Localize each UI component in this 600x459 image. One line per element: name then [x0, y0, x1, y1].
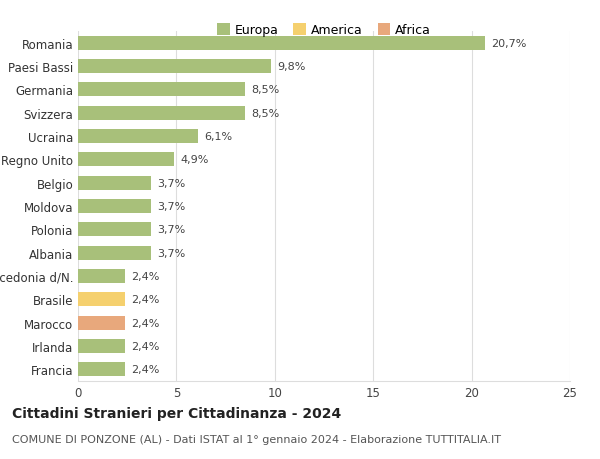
Bar	[78, 106, 245, 121]
Text: 2,4%: 2,4%	[131, 271, 160, 281]
Text: Cittadini Stranieri per Cittadinanza - 2024: Cittadini Stranieri per Cittadinanza - 2…	[12, 406, 341, 420]
Text: 2,4%: 2,4%	[131, 341, 160, 351]
Bar	[78, 362, 125, 376]
Bar	[78, 153, 175, 167]
Text: 3,7%: 3,7%	[157, 178, 185, 188]
Legend: Europa, America, Africa: Europa, America, Africa	[212, 19, 436, 42]
Text: 8,5%: 8,5%	[251, 85, 280, 95]
Bar	[78, 223, 151, 237]
Text: 2,4%: 2,4%	[131, 318, 160, 328]
Bar	[78, 339, 125, 353]
Text: 6,1%: 6,1%	[204, 132, 232, 142]
Bar	[78, 37, 485, 51]
Text: 20,7%: 20,7%	[491, 39, 527, 49]
Bar	[78, 292, 125, 307]
Bar	[78, 60, 271, 74]
Text: 8,5%: 8,5%	[251, 108, 280, 118]
Text: 4,9%: 4,9%	[181, 155, 209, 165]
Bar	[78, 130, 198, 144]
Text: 3,7%: 3,7%	[157, 202, 185, 212]
Text: 2,4%: 2,4%	[131, 364, 160, 375]
Bar	[78, 246, 151, 260]
Bar	[78, 176, 151, 190]
Bar	[78, 200, 151, 213]
Text: 3,7%: 3,7%	[157, 225, 185, 235]
Text: 2,4%: 2,4%	[131, 295, 160, 305]
Text: COMUNE DI PONZONE (AL) - Dati ISTAT al 1° gennaio 2024 - Elaborazione TUTTITALIA: COMUNE DI PONZONE (AL) - Dati ISTAT al 1…	[12, 434, 501, 444]
Bar	[78, 269, 125, 283]
Text: 3,7%: 3,7%	[157, 248, 185, 258]
Text: 9,8%: 9,8%	[277, 62, 305, 72]
Bar	[78, 83, 245, 97]
Bar	[78, 316, 125, 330]
